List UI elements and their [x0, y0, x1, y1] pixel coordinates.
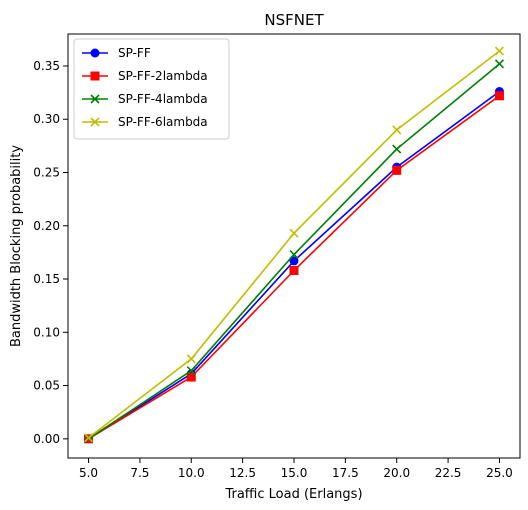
series-SP-FF-6lambda: [83, 46, 505, 443]
legend-item: SP-FF-2lambda: [82, 69, 208, 83]
y-tick-label: 0.30: [33, 112, 60, 126]
series-layer: [83, 46, 505, 444]
y-tick-label: 0.00: [33, 432, 60, 446]
series-SP-FF: [84, 87, 504, 444]
chart-title: NSFNET: [264, 11, 324, 29]
x-tick-label: 10.0: [178, 466, 205, 480]
legend-marker: [90, 94, 100, 104]
legend-label: SP-FF-2lambda: [118, 69, 208, 83]
x-tick-label: 5.0: [79, 466, 98, 480]
data-point: [494, 46, 505, 56]
data-point: [392, 125, 402, 135]
data-point: [83, 433, 94, 443]
x-tick-label: 22.5: [435, 466, 462, 480]
data-point: [494, 59, 505, 69]
y-tick-label: 0.10: [33, 325, 60, 339]
x-tick-label: 20.0: [383, 466, 410, 480]
x-tick-label: 7.5: [130, 466, 149, 480]
legend-marker: [90, 117, 100, 127]
data-point: [289, 256, 299, 266]
data-point: [392, 144, 402, 154]
y-axis-label: Bandwidth Blocking probability: [9, 145, 24, 347]
data-point: [186, 372, 196, 382]
legend-item: SP-FF-4lambda: [82, 92, 208, 106]
data-point: [289, 228, 299, 238]
y-tick-label: 0.35: [33, 59, 60, 73]
legend-item: SP-FF-6lambda: [82, 115, 208, 129]
data-point: [494, 91, 504, 101]
legend-marker: [90, 48, 100, 58]
y-tick-label: 0.15: [33, 272, 60, 286]
x-tick-label: 25.0: [486, 466, 513, 480]
legend-label: SP-FF: [118, 46, 151, 60]
data-point: [289, 266, 299, 276]
y-tick-label: 0.25: [33, 165, 60, 179]
x-tick-label: 17.5: [332, 466, 359, 480]
legend-label: SP-FF-6lambda: [118, 115, 208, 129]
legend-label: SP-FF-4lambda: [118, 92, 208, 106]
data-point: [186, 366, 196, 376]
x-axis-label: Traffic Load (Erlangs): [224, 487, 362, 502]
series-SP-FF-2lambda: [84, 91, 504, 444]
data-point: [289, 249, 299, 260]
data-point: [186, 354, 196, 364]
x-tick-label: 12.5: [229, 466, 256, 480]
y-axis: 0.00 0.05 0.10 0.15 0.20 0.25 0.30 0.35: [33, 59, 68, 446]
x-axis: 5.0 7.5 10.0 12.5 15.0 17.5 20.0 22.5 25.0: [79, 458, 513, 480]
y-tick-label: 0.20: [33, 219, 60, 233]
legend: SP-FF SP-FF-2lambda SP-FF-4lambda SP-FF-6la…: [73, 38, 230, 140]
legend-item: SP-FF: [82, 46, 151, 60]
legend-box: [73, 38, 230, 140]
data-point: [392, 165, 402, 175]
y-tick-label: 0.05: [33, 379, 60, 393]
legend-marker: [90, 71, 100, 81]
x-tick-label: 15.0: [281, 466, 308, 480]
